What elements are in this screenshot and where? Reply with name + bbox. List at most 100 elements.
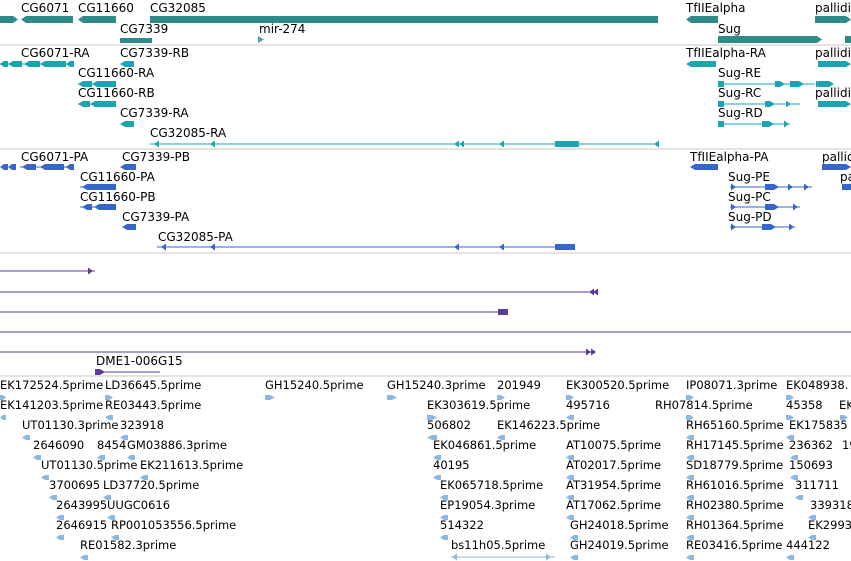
gene-feature[interactable] <box>150 16 658 23</box>
protein-exon[interactable] <box>94 204 116 210</box>
protein-exon[interactable] <box>66 164 74 170</box>
est-feature[interactable] <box>566 475 574 480</box>
alignment-hit[interactable] <box>589 288 594 296</box>
est-feature[interactable] <box>497 395 505 400</box>
transcript-exon[interactable] <box>120 61 134 67</box>
transcript-exon[interactable] <box>120 121 134 127</box>
est-feature[interactable] <box>103 495 111 500</box>
protein-exon[interactable] <box>762 224 776 230</box>
est-feature[interactable] <box>107 515 115 520</box>
est-feature[interactable] <box>440 495 448 500</box>
est-feature[interactable] <box>0 395 6 400</box>
est-feature[interactable] <box>686 535 694 540</box>
transcript-exon[interactable] <box>686 61 716 67</box>
protein-exon[interactable] <box>40 164 64 170</box>
gene-feature[interactable] <box>686 16 718 23</box>
transcript-exon[interactable] <box>459 140 464 148</box>
est-feature[interactable] <box>686 415 694 420</box>
est-feature[interactable] <box>808 535 816 540</box>
est-feature[interactable] <box>790 455 798 460</box>
est-feature[interactable] <box>97 455 105 460</box>
protein-exon[interactable] <box>842 184 851 190</box>
est-feature[interactable] <box>566 395 574 400</box>
transcript-exon[interactable] <box>78 101 90 107</box>
gene-feature[interactable] <box>845 36 851 43</box>
transcript-exon[interactable] <box>154 140 159 148</box>
transcript-exon[interactable] <box>718 121 724 127</box>
est-feature[interactable] <box>566 515 574 520</box>
transcript-exon[interactable] <box>775 81 785 87</box>
est-feature[interactable] <box>33 455 41 460</box>
transcript-exon[interactable] <box>818 61 851 67</box>
protein-exon[interactable] <box>555 244 575 250</box>
protein-exon[interactable] <box>793 203 798 211</box>
est-feature[interactable] <box>786 395 794 400</box>
protein-exon[interactable] <box>82 184 116 190</box>
alignment-hit[interactable] <box>586 348 591 356</box>
gene-feature[interactable] <box>21 16 73 23</box>
est-feature[interactable] <box>22 435 30 440</box>
est-feature[interactable] <box>686 555 694 560</box>
est-feature[interactable] <box>265 395 275 400</box>
protein-exon[interactable] <box>765 204 779 210</box>
est-feature[interactable] <box>570 555 578 560</box>
transcript-exon[interactable] <box>718 101 724 107</box>
est-feature[interactable] <box>566 495 574 500</box>
transcript-exon[interactable] <box>24 61 40 67</box>
protein-exon[interactable] <box>8 164 16 170</box>
est-feature[interactable] <box>56 535 64 540</box>
est-feature[interactable] <box>41 475 49 480</box>
alignment-hit[interactable] <box>593 288 598 296</box>
protein-exon[interactable] <box>161 243 166 251</box>
protein-exon[interactable] <box>210 243 215 251</box>
est-feature[interactable] <box>80 555 88 560</box>
gene-feature[interactable] <box>78 16 116 23</box>
transcript-exon[interactable] <box>718 81 724 87</box>
est-feature[interactable] <box>546 553 551 561</box>
protein-exon[interactable] <box>82 204 92 210</box>
transcript-exon[interactable] <box>555 141 579 147</box>
est-feature[interactable] <box>686 515 694 520</box>
protein-exon[interactable] <box>804 183 809 191</box>
protein-exon[interactable] <box>120 164 136 170</box>
transcript-exon[interactable] <box>654 140 659 148</box>
alignment-hit[interactable] <box>498 309 508 315</box>
transcript-exon[interactable] <box>78 81 92 87</box>
est-feature[interactable] <box>427 435 437 440</box>
est-feature[interactable] <box>566 415 574 420</box>
est-feature[interactable] <box>686 475 694 480</box>
protein-exon[interactable] <box>122 224 136 230</box>
protein-exon[interactable] <box>765 184 779 190</box>
protein-exon[interactable] <box>731 203 736 211</box>
gene-feature[interactable] <box>120 38 152 43</box>
est-feature[interactable] <box>140 475 148 480</box>
transcript-exon[interactable] <box>90 101 116 107</box>
transcript-exon[interactable] <box>66 61 74 67</box>
transcript-exon[interactable] <box>790 81 804 87</box>
est-feature[interactable] <box>440 535 448 540</box>
protein-exon[interactable] <box>788 183 793 191</box>
est-feature[interactable] <box>427 415 437 420</box>
est-feature[interactable] <box>790 475 798 480</box>
protein-exon[interactable] <box>822 164 851 170</box>
est-feature[interactable] <box>566 455 574 460</box>
alignment-hit[interactable] <box>591 348 596 356</box>
est-feature[interactable] <box>433 475 441 480</box>
est-feature[interactable] <box>570 535 578 540</box>
est-feature[interactable] <box>452 553 457 561</box>
est-feature[interactable] <box>433 455 441 460</box>
est-feature[interactable] <box>686 395 694 400</box>
est-feature[interactable] <box>786 435 794 440</box>
transcript-exon[interactable] <box>0 61 8 67</box>
protein-exon[interactable] <box>690 164 718 170</box>
est-feature[interactable] <box>840 415 848 420</box>
transcript-exon[interactable] <box>762 121 774 127</box>
transcript-exon[interactable] <box>454 140 459 148</box>
transcript-exon[interactable] <box>784 120 789 128</box>
gene-feature[interactable] <box>258 36 264 43</box>
transcript-exon[interactable] <box>818 81 834 87</box>
protein-exon[interactable] <box>499 243 504 251</box>
protein-exon[interactable] <box>454 243 459 251</box>
est-feature[interactable] <box>786 415 794 420</box>
est-feature[interactable] <box>49 495 57 500</box>
